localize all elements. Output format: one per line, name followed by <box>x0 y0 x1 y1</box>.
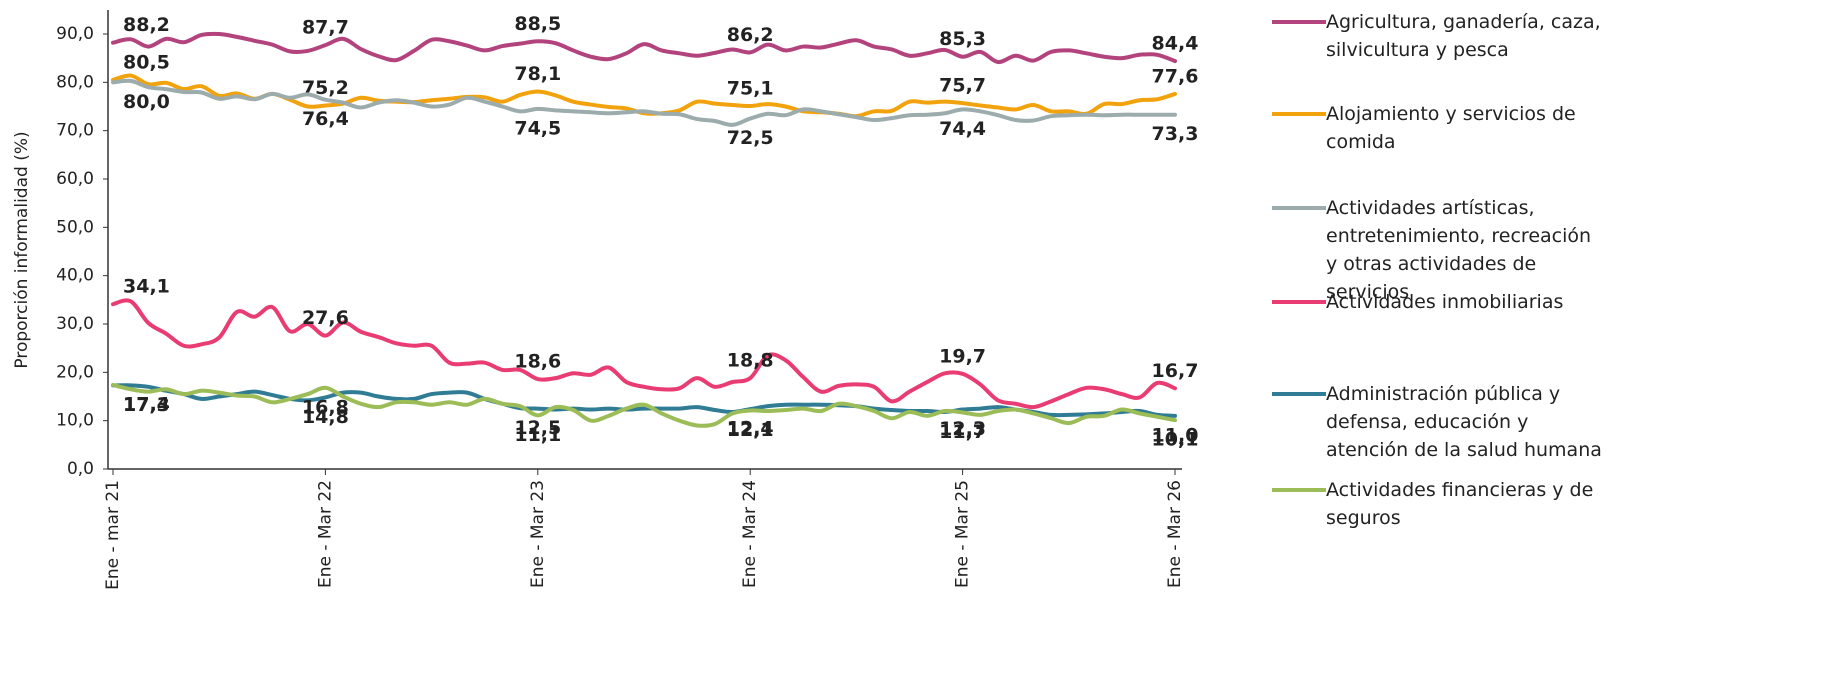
series-line <box>111 78 1177 127</box>
value-label: 17,3 <box>123 394 170 416</box>
y-tick-label: 70,0 <box>56 121 94 141</box>
value-label: 75,1 <box>727 78 774 100</box>
legend-item: Administración pública y defensa, educac… <box>1272 380 1606 464</box>
value-label: 11,1 <box>514 424 561 446</box>
value-label: 80,5 <box>123 51 170 73</box>
y-tick-label: 0,0 <box>67 459 94 479</box>
y-tick-label: 10,0 <box>56 411 94 431</box>
value-label: 34,1 <box>123 276 170 298</box>
value-label: 87,7 <box>302 17 349 39</box>
value-label: 27,6 <box>302 307 349 329</box>
value-label: 10,1 <box>1152 429 1199 451</box>
legend-item: Actividades financieras y de seguros <box>1272 476 1606 532</box>
legend-item: Agricultura, ganadería, caza, silvicultu… <box>1272 8 1606 64</box>
legend-item: Actividades artísticas, entretenimiento,… <box>1272 194 1606 306</box>
value-label: 84,4 <box>1152 33 1199 55</box>
y-tick-label: 90,0 <box>56 24 94 44</box>
legend-label: Agricultura, ganadería, caza, silvicultu… <box>1326 11 1601 61</box>
value-label: 80,0 <box>123 91 170 113</box>
y-tick-label: 30,0 <box>56 314 94 334</box>
value-label: 88,5 <box>514 13 561 35</box>
value-label: 12,3 <box>939 418 986 440</box>
value-label: 12,1 <box>727 419 774 441</box>
value-label: 18,8 <box>727 350 774 372</box>
x-tick-label: Ene - Mar 26 <box>1165 480 1185 588</box>
legend-label: Actividades artísticas, entretenimiento,… <box>1326 197 1592 303</box>
legend-swatch <box>1272 206 1326 210</box>
value-label: 76,4 <box>302 108 349 130</box>
value-label: 86,2 <box>727 24 774 46</box>
legend-label: Administración pública y defensa, educac… <box>1326 383 1602 461</box>
value-label: 14,8 <box>302 406 349 428</box>
x-tick-label: Ene - Mar 24 <box>740 480 760 588</box>
value-label: 19,7 <box>939 345 986 367</box>
legend-swatch <box>1272 20 1326 24</box>
y-tick-label: 60,0 <box>56 169 94 189</box>
value-label: 73,3 <box>1152 123 1199 145</box>
legend-label: Actividades inmobiliarias <box>1326 291 1564 313</box>
y-tick-label: 80,0 <box>56 72 94 92</box>
series-line <box>111 298 1177 410</box>
legend-swatch <box>1272 488 1326 492</box>
y-axis-title: Proporción informalidad (%) <box>12 131 32 368</box>
series-line <box>111 31 1177 65</box>
y-tick-label: 50,0 <box>56 217 94 237</box>
value-label: 75,2 <box>302 77 349 99</box>
x-tick-label: Ene - Mar 23 <box>528 480 548 588</box>
legend-label: Alojamiento y servicios de comida <box>1326 103 1576 153</box>
value-label: 85,3 <box>939 28 986 50</box>
value-label: 12,4 <box>727 418 774 440</box>
value-label: 77,6 <box>1152 65 1199 87</box>
legend-swatch <box>1272 112 1326 116</box>
value-label: 18,6 <box>514 351 561 373</box>
legend-item: Actividades inmobiliarias <box>1272 288 1606 316</box>
value-label: 16,7 <box>1152 360 1199 382</box>
x-tick-label: Ene - mar 21 <box>103 480 123 590</box>
y-tick-label: 20,0 <box>56 362 94 382</box>
series-line <box>111 382 1177 428</box>
value-label: 12,5 <box>514 417 561 439</box>
x-tick-label: Ene - Mar 25 <box>953 480 973 588</box>
legend-swatch <box>1272 392 1326 396</box>
legend-label: Actividades financieras y de seguros <box>1326 479 1594 529</box>
value-label: 17,4 <box>123 393 170 415</box>
value-label: 74,4 <box>939 118 986 140</box>
legend-item: Alojamiento y servicios de comida <box>1272 100 1606 156</box>
value-label: 88,2 <box>123 14 170 36</box>
y-tick-label: 40,0 <box>56 266 94 286</box>
chart: Proporción informalidad (%) 0,0 10,0 20,0 3… <box>12 10 1199 590</box>
x-tick-label: Ene - Mar 22 <box>315 480 335 588</box>
value-label: 78,1 <box>514 63 561 85</box>
value-label: 16,8 <box>302 396 349 418</box>
value-label: 11,0 <box>1152 424 1199 446</box>
value-label: 75,7 <box>939 75 986 97</box>
value-label: 72,5 <box>727 127 774 149</box>
value-label: 74,5 <box>514 117 561 139</box>
value-label: 11,7 <box>939 421 986 443</box>
legend-swatch <box>1272 300 1326 304</box>
